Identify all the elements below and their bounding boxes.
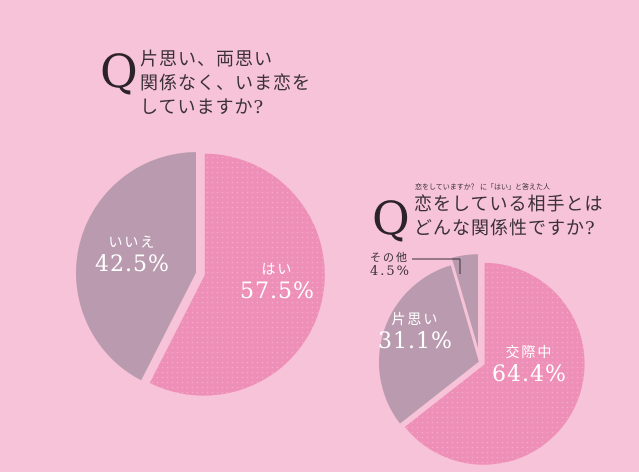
q1-title: 片思い、両思い 関係なく、いま恋を していますか? [140, 48, 311, 120]
q1-title-line: 片思い、両思い [140, 49, 273, 70]
label-other: その他 4.5% [370, 251, 411, 280]
slice-no [74, 149, 198, 384]
label-yes-value: 57.5% [240, 278, 315, 304]
label-crush: 片思い 31.1% [378, 312, 453, 355]
slice-crush [377, 262, 482, 427]
label-crush-value: 31.1% [378, 328, 453, 354]
q2-title: 恋をしている相手とは どんな関係性ですか? [414, 193, 603, 241]
q1-title-line: していますか? [140, 97, 265, 118]
label-other-name: その他 [370, 251, 409, 264]
label-crush-name: 片思い [391, 312, 440, 328]
q1-title-line: 関係なく、いま恋を [140, 73, 311, 94]
q2-subtitle: 恋をしていますか？ に「はい」と答えた人 [415, 183, 551, 191]
q2-title-line: 恋をしている相手とは [414, 194, 604, 215]
label-dating-name: 交際中 [505, 345, 554, 361]
label-no: いいえ 42.5% [95, 235, 170, 278]
slice-other [449, 252, 481, 356]
label-other-value: 4.5% [370, 264, 412, 280]
q2-title-line: どんな関係性ですか? [414, 218, 596, 239]
label-yes-name: はい [261, 262, 294, 278]
slice-dating [401, 260, 587, 467]
label-yes: はい 57.5% [240, 262, 315, 305]
label-no-name: いいえ [108, 235, 157, 251]
label-no-value: 42.5% [95, 251, 170, 277]
label-dating-value: 64.4% [492, 361, 567, 387]
q1-mark: Q [100, 44, 138, 98]
label-dating: 交際中 64.4% [492, 345, 567, 388]
q2-mark: Q [372, 191, 410, 245]
slice-yes [147, 151, 327, 398]
